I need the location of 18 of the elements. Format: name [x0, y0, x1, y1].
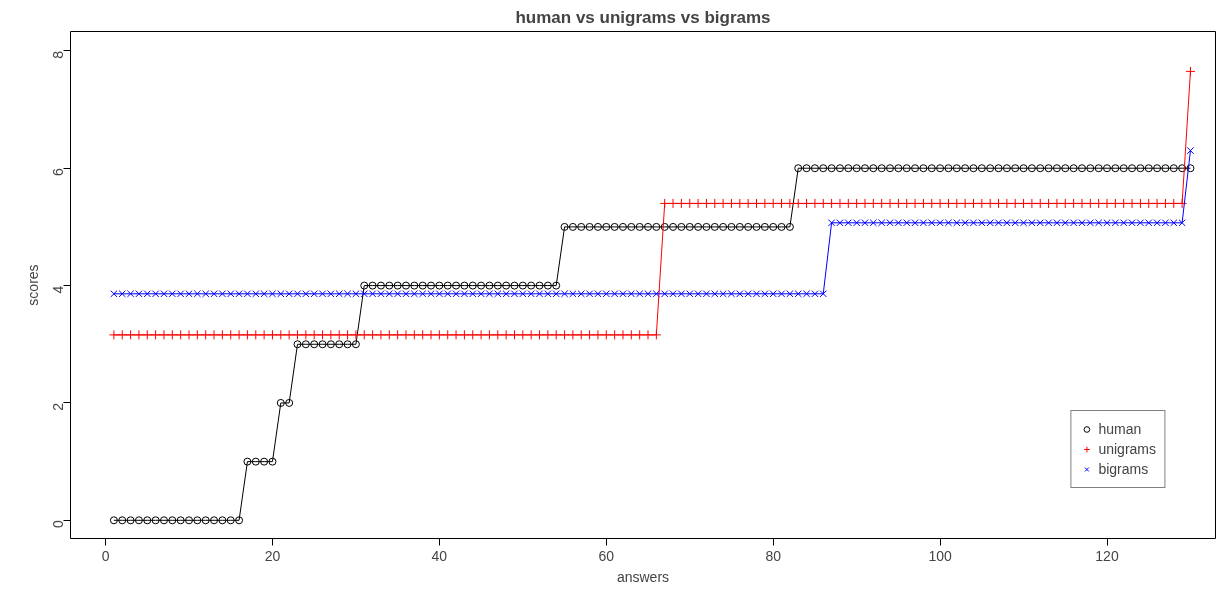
legend-label: bigrams — [1098, 461, 1149, 477]
y-tick-label: 6 — [50, 168, 67, 177]
chart-title: human vs unigrams vs bigrams — [515, 7, 771, 27]
x-tick-label: 100 — [928, 547, 952, 564]
x-tick-label: 40 — [431, 547, 448, 564]
x-axis-title: answers — [616, 568, 670, 585]
y-tick-label: 4 — [50, 285, 67, 294]
y-tick-label: 8 — [50, 50, 67, 59]
legend-label: unigrams — [1098, 441, 1156, 457]
y-axis-title: scores — [24, 264, 41, 306]
y-tick-label: 0 — [50, 520, 67, 529]
legend-label: human — [1098, 421, 1142, 437]
x-tick-label: 120 — [1095, 547, 1119, 564]
x-tick-label: 0 — [101, 547, 110, 564]
y-tick-label: 2 — [50, 402, 67, 411]
x-tick-label: 80 — [765, 547, 782, 564]
x-tick-label: 20 — [264, 547, 281, 564]
x-tick-label: 60 — [598, 547, 615, 564]
